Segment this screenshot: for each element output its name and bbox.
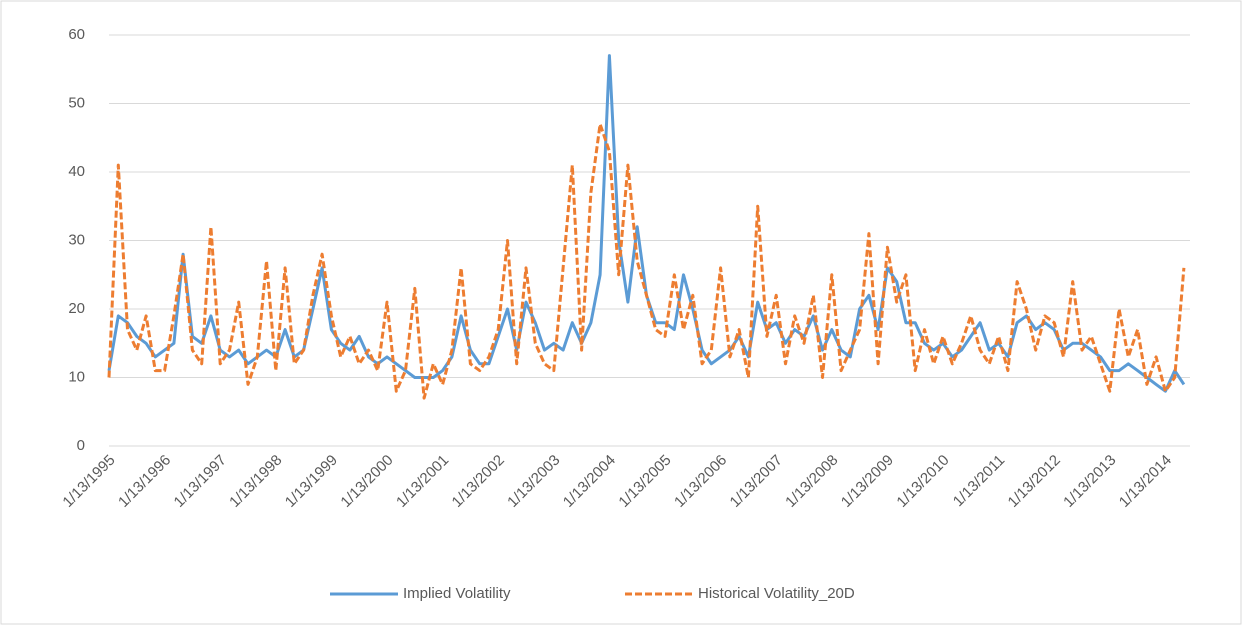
y-tick-label: 50 <box>68 94 85 111</box>
series-line <box>107 122 1186 400</box>
y-tick-label: 10 <box>68 368 85 385</box>
y-tick-label: 20 <box>68 300 85 317</box>
y-tick-label: 30 <box>68 231 85 248</box>
legend-label: Historical Volatility_20D <box>698 585 855 602</box>
y-tick-label: 0 <box>77 437 85 454</box>
y-tick-label: 60 <box>68 26 85 43</box>
legend-label: Implied Volatility <box>403 585 511 602</box>
y-tick-label: 40 <box>68 163 85 180</box>
